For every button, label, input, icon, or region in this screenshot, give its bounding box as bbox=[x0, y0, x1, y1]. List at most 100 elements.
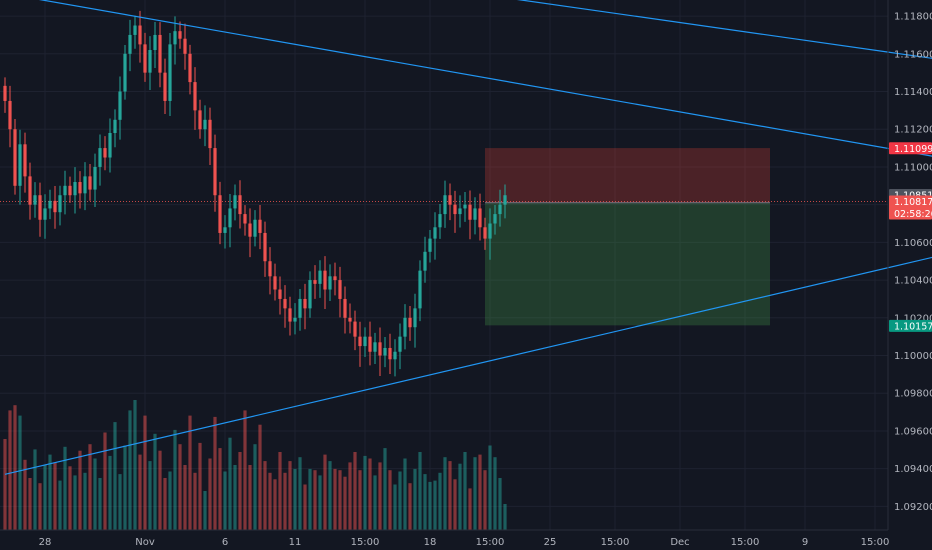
volume-bar bbox=[113, 422, 117, 530]
price-axis[interactable]: 1.11800 1.11600 1.11400 1.11200 1.11000 1.108… bbox=[887, 0, 932, 530]
volume-bar bbox=[358, 470, 362, 530]
volume-bar bbox=[483, 470, 487, 530]
volume-bar bbox=[368, 458, 372, 530]
candle-body bbox=[338, 280, 342, 299]
volume-bar bbox=[393, 484, 397, 530]
volume-bar bbox=[248, 465, 252, 530]
volume-bar bbox=[378, 462, 382, 530]
candle-body bbox=[158, 34, 162, 73]
volume-bar bbox=[318, 475, 322, 530]
candle-body bbox=[318, 270, 322, 284]
volume-bar bbox=[323, 454, 327, 530]
candle-body bbox=[393, 351, 397, 360]
candle-body bbox=[353, 321, 357, 337]
volume-bar bbox=[343, 476, 347, 530]
volume-bar bbox=[178, 444, 182, 530]
candle-body bbox=[123, 53, 127, 92]
price-tag bbox=[889, 142, 932, 155]
volume-bar bbox=[103, 432, 107, 530]
candle-body bbox=[188, 53, 192, 83]
candle-body bbox=[103, 148, 107, 158]
candlesticks bbox=[3, 10, 507, 377]
candle-body bbox=[283, 298, 287, 309]
x-tick-label: 25 bbox=[544, 537, 557, 548]
candle-body bbox=[148, 50, 152, 73]
volume-bar bbox=[463, 452, 467, 530]
candle-body bbox=[213, 148, 217, 196]
take-profit-zone[interactable] bbox=[485, 202, 770, 326]
volume-bar bbox=[418, 452, 422, 530]
time-axis[interactable]: 28 Nov 6 11 15:00 18 15:00 25 15:00 Dec 15:00 9 15:0… bbox=[0, 529, 889, 548]
x-tick-label: Nov bbox=[135, 537, 155, 548]
volume-bar bbox=[213, 416, 217, 530]
candle-body bbox=[383, 347, 387, 356]
candle-body bbox=[368, 336, 372, 352]
candle-body bbox=[303, 298, 307, 309]
x-tick-label: 28 bbox=[39, 537, 52, 548]
candle-body bbox=[168, 44, 172, 101]
candle-body bbox=[253, 219, 257, 237]
short-position-tool[interactable] bbox=[0, 148, 888, 326]
volume-bars bbox=[3, 400, 507, 530]
y-tick-label: 1.10600 bbox=[894, 238, 932, 249]
volume-bar bbox=[268, 472, 272, 530]
candle-body bbox=[438, 214, 442, 228]
volume-bar bbox=[303, 484, 307, 530]
trendline[interactable] bbox=[4, 256, 932, 475]
y-tick-label: 1.11600 bbox=[894, 49, 932, 60]
candle-body bbox=[193, 82, 197, 111]
volume-bar bbox=[423, 474, 427, 530]
y-tick-label: 1.11200 bbox=[894, 125, 932, 136]
trendline[interactable] bbox=[5, 0, 932, 158]
candle-body bbox=[448, 195, 452, 205]
volume-bar bbox=[128, 410, 132, 530]
volume-bar bbox=[443, 457, 447, 530]
trendlines[interactable] bbox=[4, 0, 932, 475]
candle-body bbox=[93, 166, 97, 190]
candle-body bbox=[248, 223, 252, 237]
candle-body bbox=[198, 110, 202, 130]
volume-bar bbox=[433, 480, 437, 530]
volume-bar bbox=[488, 445, 492, 530]
volume-bar bbox=[143, 415, 147, 530]
volume-bar bbox=[68, 466, 72, 530]
candle-body bbox=[3, 85, 7, 101]
x-tick-label: 15:00 bbox=[731, 537, 760, 548]
candle-body bbox=[208, 119, 212, 149]
candle-body bbox=[238, 195, 242, 215]
trendline[interactable] bbox=[475, 0, 932, 59]
volume-bar bbox=[438, 472, 442, 530]
candle-body bbox=[398, 336, 402, 352]
candle-body bbox=[263, 232, 267, 262]
candle-body bbox=[443, 195, 447, 215]
candle-body bbox=[48, 200, 52, 209]
volume-bar bbox=[458, 463, 462, 530]
price-tag-label: 1.11099 bbox=[894, 144, 932, 155]
candle-body bbox=[313, 280, 317, 284]
x-tick-label: 18 bbox=[424, 537, 437, 548]
candle-body bbox=[418, 270, 422, 309]
volume-bar bbox=[408, 483, 412, 530]
volume-bar bbox=[18, 415, 22, 530]
candle-body bbox=[108, 133, 112, 158]
stop-loss-zone[interactable] bbox=[485, 148, 770, 203]
volume-bar bbox=[353, 452, 357, 530]
volume-bar bbox=[53, 462, 57, 530]
volume-bar bbox=[83, 472, 87, 530]
candle-body bbox=[118, 91, 122, 120]
candle-body bbox=[468, 204, 472, 220]
volume-bar bbox=[333, 468, 337, 530]
volume-bar bbox=[208, 458, 212, 530]
candle-body bbox=[83, 176, 87, 194]
volume-bar bbox=[313, 470, 317, 530]
volume-bar bbox=[28, 478, 32, 530]
y-tick-label: 1.09800 bbox=[894, 389, 932, 400]
volume-bar bbox=[468, 488, 472, 530]
volume-bar bbox=[33, 449, 37, 530]
x-tick-label: 9 bbox=[802, 537, 808, 548]
volume-bar bbox=[13, 405, 17, 530]
x-tick-label: 15:00 bbox=[601, 537, 630, 548]
volume-bar bbox=[93, 458, 97, 530]
